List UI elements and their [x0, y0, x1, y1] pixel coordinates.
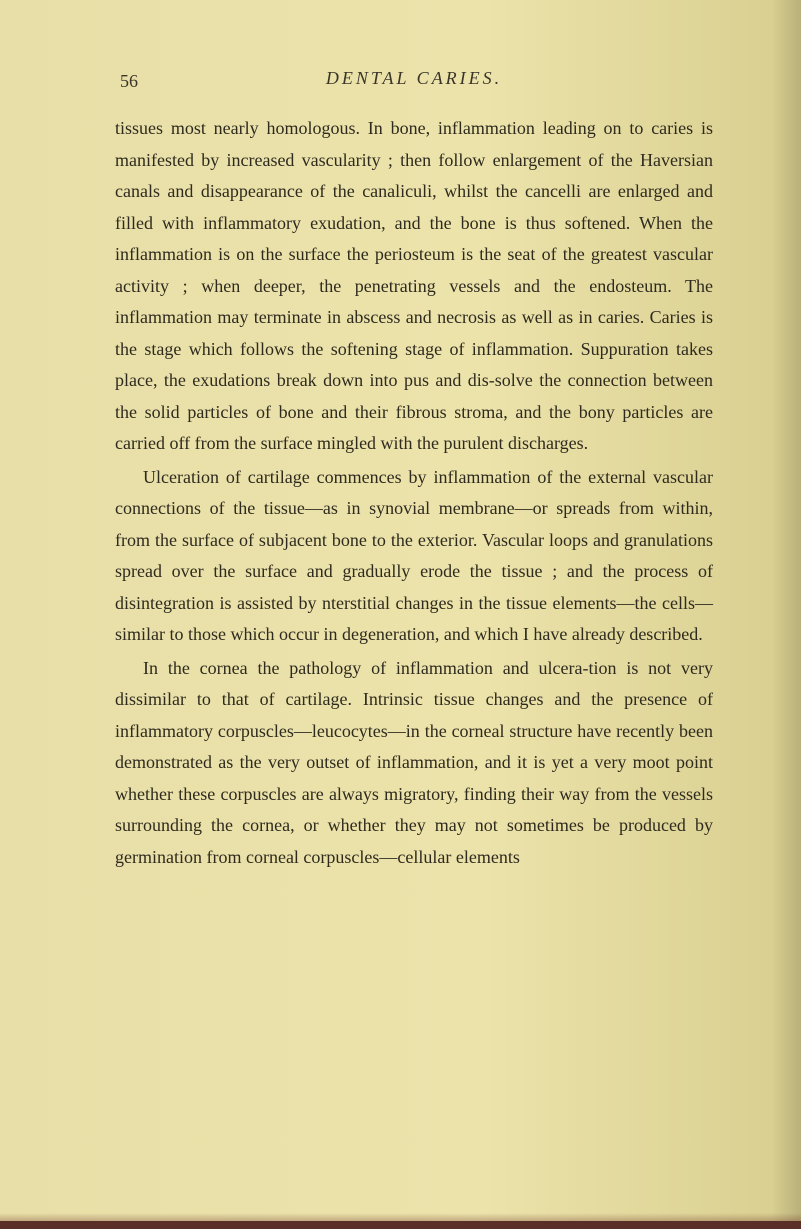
body-text: tissues most nearly homologous. In bone,… — [115, 113, 713, 873]
paragraph-1: tissues most nearly homologous. In bone,… — [115, 113, 713, 460]
page-title: DENTAL CARIES. — [115, 68, 713, 89]
page-header: 56 DENTAL CARIES. — [115, 68, 713, 89]
page-container: 56 DENTAL CARIES. tissues most nearly ho… — [0, 0, 801, 1229]
bottom-binding-strip — [0, 1221, 801, 1229]
paragraph-2: Ulceration of cartilage commences by inf… — [115, 462, 713, 651]
paragraph-3: In the cornea the pathology of inflammat… — [115, 653, 713, 874]
page-number: 56 — [120, 71, 138, 92]
